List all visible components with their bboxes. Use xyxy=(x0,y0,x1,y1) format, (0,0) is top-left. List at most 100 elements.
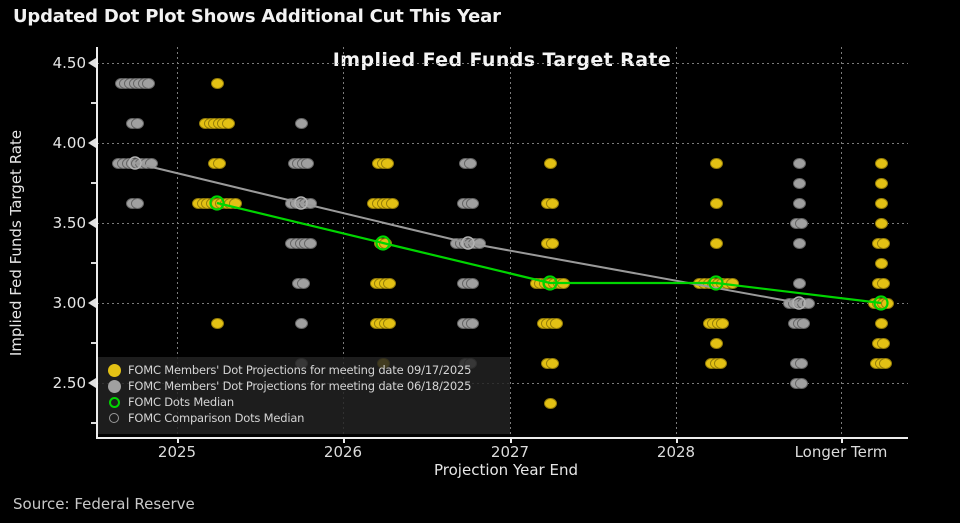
x-gridline xyxy=(177,47,178,437)
projection-dot xyxy=(222,117,235,129)
projection-dot xyxy=(709,157,723,169)
y-gridline xyxy=(97,302,908,304)
projection-dot xyxy=(709,237,723,249)
comparison-median-line xyxy=(134,162,800,304)
projection-dot xyxy=(383,277,397,289)
x-tick-label: 2028 xyxy=(656,443,696,461)
x-tick-label: Longer Term xyxy=(794,443,888,461)
y-tick-arrow-icon xyxy=(88,138,96,148)
median-ring-icon xyxy=(708,275,724,291)
y-tick-arrow-icon xyxy=(88,218,96,228)
projection-dot xyxy=(879,357,893,369)
y-tick-label: 4.00 xyxy=(52,134,86,152)
legend-item-median: FOMC Dots Median xyxy=(108,394,510,410)
legend-label: FOMC Members' Dot Projections for meetin… xyxy=(128,379,472,393)
projection-dot xyxy=(212,157,226,169)
comparison-median-ring-icon xyxy=(128,156,142,170)
legend-item-current-dots: FOMC Members' Dot Projections for meetin… xyxy=(108,362,510,378)
page-title: Updated Dot Plot Shows Additional Cut Th… xyxy=(13,6,501,27)
projection-dot xyxy=(794,217,808,229)
projection-dot xyxy=(550,317,564,329)
projection-dot xyxy=(725,277,739,289)
projection-dot xyxy=(385,197,399,209)
projection-dot xyxy=(797,317,811,329)
projection-dot xyxy=(874,197,888,209)
projection-dot xyxy=(709,337,723,349)
projection-dot xyxy=(301,157,315,169)
y-tick-label: 4.50 xyxy=(52,54,86,72)
projection-dot xyxy=(466,317,480,329)
projection-dot xyxy=(545,357,559,369)
projection-dot xyxy=(876,277,890,289)
y-tick-arrow-icon xyxy=(88,298,96,308)
comparison-median-ring-icon xyxy=(294,196,308,210)
median-ring-icon xyxy=(873,295,889,311)
projection-dot xyxy=(210,317,224,329)
y-minor-tick xyxy=(91,342,97,344)
y-tick-arrow-icon xyxy=(88,378,96,388)
x-tick-label: 2026 xyxy=(323,443,363,461)
y-minor-tick xyxy=(91,182,97,184)
y-gridline xyxy=(97,62,908,64)
chart-title: Implied Fed Funds Target Rate xyxy=(332,49,672,71)
y-tick-label: 2.50 xyxy=(52,374,86,392)
projection-dot xyxy=(142,77,156,89)
projection-dot xyxy=(144,157,158,169)
median-ring-icon xyxy=(375,235,391,251)
projection-dot xyxy=(294,317,308,329)
legend-label: FOMC Members' Dot Projections for meetin… xyxy=(128,363,472,377)
projection-dot xyxy=(876,337,890,349)
y-gridline xyxy=(97,222,908,224)
projection-dot xyxy=(874,217,888,229)
projection-dot xyxy=(874,157,888,169)
projection-dot xyxy=(792,157,806,169)
projection-dot xyxy=(794,357,808,369)
x-axis-line xyxy=(96,437,908,439)
projection-dot xyxy=(716,317,730,329)
projection-dot xyxy=(381,157,395,169)
projection-dot xyxy=(463,157,477,169)
yellow-dot-icon xyxy=(108,363,121,377)
x-gridline xyxy=(841,47,842,437)
projection-dot xyxy=(466,197,480,209)
projection-dot xyxy=(545,237,559,249)
median-ring-icon xyxy=(209,195,225,211)
y-minor-tick xyxy=(91,102,97,104)
x-tick-mark xyxy=(510,437,512,443)
legend-label: FOMC Dots Median xyxy=(128,395,234,409)
projection-dot xyxy=(792,237,806,249)
source-attribution: Source: Federal Reserve xyxy=(13,495,195,513)
y-tick-arrow-icon xyxy=(88,58,96,68)
y-gridline xyxy=(97,142,908,144)
legend-item-comparison-dots: FOMC Members' Dot Projections for meetin… xyxy=(108,378,510,394)
projection-dot xyxy=(792,197,806,209)
projection-dot xyxy=(876,237,890,249)
projection-dot xyxy=(874,317,888,329)
projection-dot xyxy=(874,257,888,269)
projection-dot xyxy=(714,357,728,369)
x-gridline xyxy=(676,47,677,437)
gray-dot-icon xyxy=(108,379,121,393)
y-minor-tick xyxy=(91,422,97,424)
legend-label: FOMC Comparison Dots Median xyxy=(128,411,305,425)
y-axis-line xyxy=(96,47,98,437)
projection-dot xyxy=(543,157,557,169)
projection-dot xyxy=(874,177,888,189)
comparison-median-ring-icon xyxy=(461,236,475,250)
x-gridline xyxy=(510,47,511,437)
x-tick-mark xyxy=(841,437,843,443)
projection-dot xyxy=(709,197,723,209)
projection-dot xyxy=(130,197,144,209)
median-ring-icon xyxy=(542,275,558,291)
y-minor-tick xyxy=(91,262,97,264)
gray-ring-icon xyxy=(109,413,119,423)
projection-dot xyxy=(792,177,806,189)
projection-dot xyxy=(303,237,317,249)
x-tick-label: 2025 xyxy=(157,443,197,461)
x-tick-mark xyxy=(343,437,345,443)
projection-dot xyxy=(130,117,144,129)
projection-dot xyxy=(794,377,808,389)
x-tick-mark xyxy=(177,437,179,443)
